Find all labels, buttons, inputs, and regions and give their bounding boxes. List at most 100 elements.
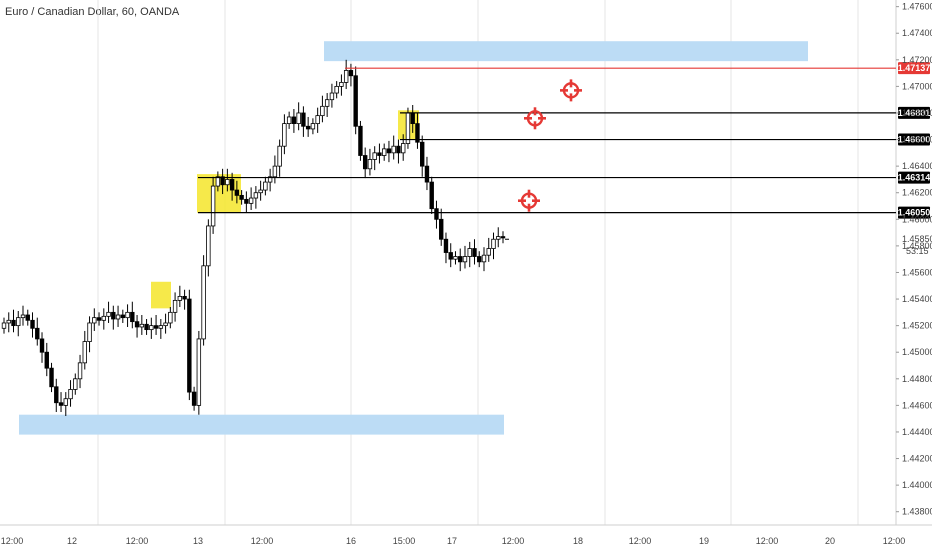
candle-body[interactable] xyxy=(420,141,425,167)
candle-body[interactable] xyxy=(244,198,249,204)
candle-body[interactable] xyxy=(443,238,449,253)
candle-body[interactable] xyxy=(139,323,145,328)
candle-body[interactable] xyxy=(58,402,64,406)
candle-body[interactable] xyxy=(248,197,254,204)
candle-body[interactable] xyxy=(453,256,458,260)
candle-body[interactable] xyxy=(339,82,344,87)
candle-body[interactable] xyxy=(49,367,54,388)
target-crosshair-icon[interactable] xyxy=(518,189,540,212)
candle-body[interactable] xyxy=(73,378,78,390)
candle-body[interactable] xyxy=(149,325,154,331)
candle-body[interactable] xyxy=(282,123,287,147)
candle-body[interactable] xyxy=(353,75,358,127)
candle-body[interactable] xyxy=(115,314,121,320)
candle-body[interactable] xyxy=(20,314,26,319)
candle-body[interactable] xyxy=(329,92,335,101)
candle-body[interactable] xyxy=(424,165,430,183)
candle-body[interactable] xyxy=(458,256,463,263)
target-crosshair-icon[interactable] xyxy=(560,79,582,102)
candle-body[interactable] xyxy=(439,218,444,240)
candle-body[interactable] xyxy=(206,225,211,267)
candle-body[interactable] xyxy=(234,189,240,196)
candle-body[interactable] xyxy=(6,319,11,324)
candle-body[interactable] xyxy=(334,85,339,94)
candle-body[interactable] xyxy=(429,181,434,210)
candle-body[interactable] xyxy=(258,189,263,194)
candle-body[interactable] xyxy=(125,311,130,319)
candle-body[interactable] xyxy=(172,299,178,313)
candle-body[interactable] xyxy=(267,176,273,183)
zone-supply[interactable] xyxy=(324,41,808,62)
candle-body[interactable] xyxy=(477,256,482,263)
candle-body[interactable] xyxy=(25,314,30,321)
candle-body[interactable] xyxy=(372,152,377,160)
candle-body[interactable] xyxy=(310,123,316,130)
candle-body[interactable] xyxy=(415,123,420,143)
candle-body[interactable] xyxy=(434,208,439,220)
candle-body[interactable] xyxy=(106,311,111,317)
candle-body[interactable] xyxy=(377,152,382,156)
candle-body[interactable] xyxy=(362,155,368,170)
candle-body[interactable] xyxy=(39,338,45,353)
candle-body[interactable] xyxy=(130,311,135,323)
zone-demand[interactable] xyxy=(19,414,504,435)
candle-body[interactable] xyxy=(481,254,487,263)
candle-body[interactable] xyxy=(30,319,35,329)
candle-body[interactable] xyxy=(187,298,192,393)
candle-body[interactable] xyxy=(225,179,230,186)
candle-body[interactable] xyxy=(101,315,106,321)
candle-body[interactable] xyxy=(68,389,73,400)
candle-body[interactable] xyxy=(358,125,363,156)
candle-body[interactable] xyxy=(63,398,68,406)
candle-body[interactable] xyxy=(305,125,311,130)
candle-body[interactable] xyxy=(486,248,491,256)
candle-body[interactable] xyxy=(272,165,278,178)
candle-body[interactable] xyxy=(92,317,97,324)
candle-body[interactable] xyxy=(296,112,301,125)
candle-body[interactable] xyxy=(500,236,506,239)
candle-body[interactable] xyxy=(111,311,116,320)
candle-body[interactable] xyxy=(54,386,59,404)
candle-body[interactable] xyxy=(163,322,168,327)
candle-body[interactable] xyxy=(120,314,126,319)
candle-body[interactable] xyxy=(210,185,216,227)
candle-body[interactable] xyxy=(496,236,501,240)
target-crosshair-icon[interactable] xyxy=(524,107,546,130)
candle-body[interactable] xyxy=(96,317,102,321)
candle-body[interactable] xyxy=(182,295,187,300)
candle-body[interactable] xyxy=(491,238,496,249)
highlight-box[interactable] xyxy=(151,281,171,309)
candle-body[interactable] xyxy=(191,391,197,406)
candle-body[interactable] xyxy=(448,252,453,260)
candle-body[interactable] xyxy=(201,265,206,340)
candle-body[interactable] xyxy=(386,148,392,154)
candle-body[interactable] xyxy=(277,145,282,167)
candle-body[interactable] xyxy=(462,256,468,263)
candle-body[interactable] xyxy=(220,176,225,186)
candle-body[interactable] xyxy=(1,322,7,329)
candle-body[interactable] xyxy=(253,192,259,199)
candle-body[interactable] xyxy=(87,322,92,342)
candle-body[interactable] xyxy=(367,159,373,170)
candle-body[interactable] xyxy=(472,248,477,257)
candle-body[interactable] xyxy=(467,248,472,257)
candle-body[interactable] xyxy=(239,194,244,200)
candle-body[interactable] xyxy=(134,321,140,328)
candle-body[interactable] xyxy=(77,362,83,380)
candle-body[interactable] xyxy=(229,179,235,191)
candle-body[interactable] xyxy=(301,112,306,127)
candle-body[interactable] xyxy=(410,112,415,125)
candle-body[interactable] xyxy=(263,181,268,191)
candle-body[interactable] xyxy=(324,99,330,107)
candle-body[interactable] xyxy=(177,295,183,301)
candle-body[interactable] xyxy=(82,341,87,364)
candle-body[interactable] xyxy=(144,323,149,331)
candle-body[interactable] xyxy=(381,148,387,156)
candle-body[interactable] xyxy=(391,145,396,154)
candle-body[interactable] xyxy=(291,116,297,125)
candle-body[interactable] xyxy=(343,70,349,83)
candle-body[interactable] xyxy=(315,115,320,125)
candle-body[interactable] xyxy=(348,70,354,77)
candle-body[interactable] xyxy=(396,145,401,154)
